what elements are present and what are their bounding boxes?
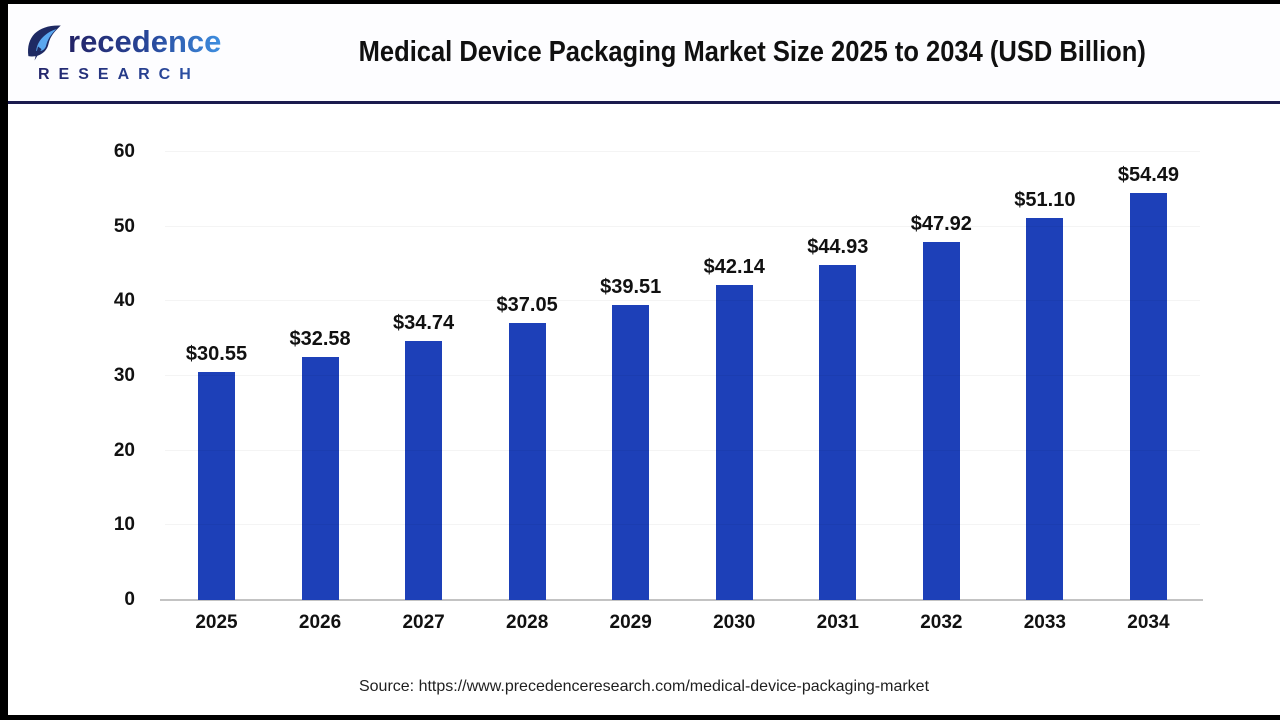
x-axis-tick-label: 2029: [609, 612, 652, 633]
gridline: [165, 375, 1200, 376]
bar-value-label: $42.14: [703, 256, 765, 279]
x-axis-tick-label: 2027: [402, 612, 445, 633]
bar-value-label: $44.93: [807, 235, 869, 258]
bar-value-label: $34.74: [393, 311, 455, 334]
bar-slot-2033: $51.10: [993, 152, 1096, 600]
bars-group: $30.55 $32.58 $34.74 $37.05 $39.51 $42.14 $44.…: [165, 152, 1200, 600]
bar-2031: [819, 264, 857, 600]
y-axis-tick-label: 20: [113, 439, 135, 461]
bar-value-label: $47.92: [910, 213, 972, 236]
bar-2033: [1026, 218, 1064, 600]
x-axis-line: [160, 599, 1203, 601]
y-axis-tick-label: 30: [113, 365, 135, 386]
bar-2025: [198, 371, 235, 600]
bar-slot-2034: $54.49: [1097, 152, 1200, 600]
logo-wordmark: recedence: [68, 23, 222, 59]
bar-2032: [922, 242, 960, 600]
gridline: [165, 449, 1200, 451]
bar-value-label: $51.10: [1014, 189, 1076, 212]
y-axis-tick-label: 50: [113, 215, 135, 237]
x-axis-labels: 2025 2026 2027 2028 2029 2030 2031 2032 2033 2034: [165, 612, 1200, 634]
bar-2027: [405, 340, 443, 600]
bar-slot-2030: $42.14: [683, 152, 786, 600]
bar-slot-2031: $44.93: [786, 152, 889, 600]
gridline: [165, 225, 1200, 227]
bar-slot-2032: $47.92: [890, 152, 993, 600]
y-axis-tick-label: 0: [124, 589, 135, 610]
bar-2030: [715, 285, 753, 600]
header: recedence RESEARCH Medical Device Packag…: [8, 4, 1280, 104]
source-text: Source: https://www.precedenceresearch.c…: [358, 678, 930, 695]
bar-2028: [508, 323, 546, 600]
y-axis-tick-label: 40: [113, 290, 135, 312]
x-axis-tick-label: 2028: [506, 612, 549, 633]
bar-slot-2027: $34.74: [372, 152, 475, 600]
bar-value-label: $30.55: [185, 342, 248, 365]
x-axis-tick-label: 2033: [1023, 612, 1067, 633]
bar-2034: [1129, 193, 1167, 600]
chart-title: Medical Device Packaging Market Size 202…: [358, 36, 1146, 68]
bar-2029: [612, 305, 650, 600]
gridline: [165, 300, 1200, 302]
x-axis-tick-label: 2034: [1127, 612, 1170, 633]
bar-2026: [301, 356, 339, 600]
bar-value-label: $54.49: [1117, 164, 1179, 187]
bar-slot-2025: $30.55: [165, 152, 268, 600]
y-axis-tick-label: 10: [113, 514, 135, 536]
bar-value-label: $39.51: [600, 276, 662, 298]
x-axis-tick-label: 2025: [195, 612, 238, 633]
logo-subtitle: RESEARCH: [24, 66, 280, 84]
bar-slot-2026: $32.58: [269, 152, 372, 600]
quill-leaf-icon: [28, 25, 61, 61]
x-axis-tick-label: 2031: [816, 612, 859, 633]
x-axis-tick-label: 2030: [713, 612, 756, 633]
precedence-research-logo: recedence RESEARCH: [8, 21, 280, 84]
plot-area: $30.55 $32.58 $34.74 $37.05 $39.51 $42.14 $44.…: [114, 141, 1203, 633]
x-axis-tick-label: 2026: [298, 612, 342, 633]
bar-value-label: $32.58: [289, 327, 351, 350]
bar-slot-2028: $37.05: [476, 152, 579, 600]
y-axis-tick-label: 60: [113, 141, 135, 162]
gridline: [165, 524, 1200, 526]
bar-chart: $30.55 $32.58 $34.74 $37.05 $39.51 $42.14 $44.…: [8, 104, 1280, 712]
x-axis-tick-label: 2032: [920, 612, 963, 633]
bar-value-label: $37.05: [496, 294, 558, 317]
bar-slot-2029: $39.51: [579, 152, 682, 600]
gridline: [165, 151, 1200, 152]
